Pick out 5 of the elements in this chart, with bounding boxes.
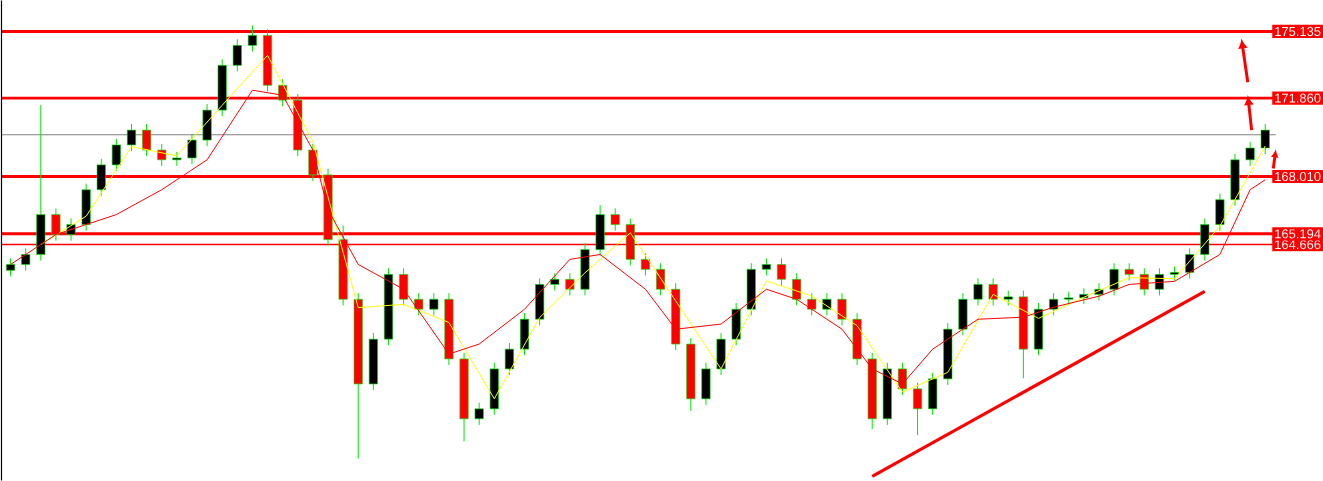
y-tick-label: 168.010 <box>1275 171 1321 182</box>
y-tick-label: 165.194 <box>1275 229 1321 239</box>
y-tick-label: 171.860 <box>1275 93 1321 103</box>
y-tick-label: 175.135 <box>1275 26 1321 36</box>
y-tick-label: 164.666 <box>1275 239 1321 250</box>
